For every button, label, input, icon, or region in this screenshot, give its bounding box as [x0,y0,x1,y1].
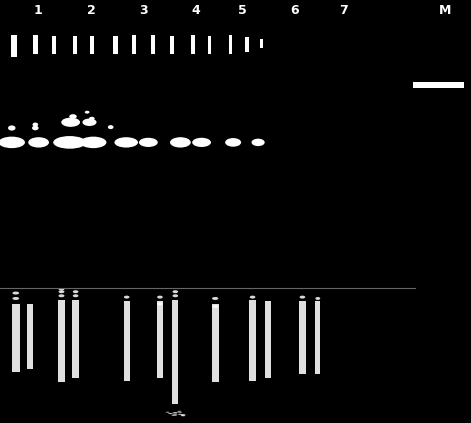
Ellipse shape [8,125,16,131]
Ellipse shape [174,415,177,416]
Ellipse shape [0,137,25,148]
Text: 4: 4 [191,3,200,16]
Ellipse shape [225,138,241,147]
Ellipse shape [32,123,38,126]
Ellipse shape [82,118,97,126]
Bar [89,36,94,53]
Bar [265,301,271,378]
Ellipse shape [212,297,219,300]
Ellipse shape [252,139,265,146]
Bar [33,35,38,54]
Bar [245,37,249,52]
Bar [151,35,155,54]
Text: 3: 3 [139,3,148,16]
Ellipse shape [157,302,163,305]
Bar [27,304,33,369]
Ellipse shape [181,414,186,415]
Ellipse shape [316,297,320,300]
Ellipse shape [178,412,182,413]
Ellipse shape [12,297,19,300]
Ellipse shape [250,296,255,299]
Ellipse shape [58,290,65,293]
Bar [12,304,19,371]
Ellipse shape [172,294,178,297]
Bar [211,304,219,382]
Bar [132,35,137,54]
Text: M: M [439,3,451,16]
Text: 2: 2 [88,3,96,16]
Text: 1: 1 [33,3,42,16]
Ellipse shape [172,414,178,415]
Bar [260,39,263,48]
Ellipse shape [73,290,78,293]
Bar [73,300,79,378]
Text: 5: 5 [238,3,247,16]
Ellipse shape [80,137,106,148]
Ellipse shape [157,296,163,299]
Ellipse shape [168,413,172,414]
Ellipse shape [173,412,178,413]
Ellipse shape [73,294,78,297]
Ellipse shape [58,294,65,297]
Ellipse shape [124,296,130,299]
Ellipse shape [89,117,95,120]
Bar [172,300,179,404]
Ellipse shape [139,138,158,147]
Text: 7: 7 [340,3,348,16]
Bar [52,36,56,53]
Ellipse shape [192,138,211,147]
Ellipse shape [171,415,175,416]
Ellipse shape [166,412,170,413]
Ellipse shape [28,137,49,148]
Ellipse shape [69,114,77,119]
Ellipse shape [172,290,178,293]
Text: 6: 6 [290,3,299,16]
Ellipse shape [114,137,138,148]
Ellipse shape [212,305,219,308]
Bar [123,301,130,381]
Bar [191,35,195,54]
Bar [157,301,163,378]
Ellipse shape [12,291,19,294]
Bar [413,82,464,88]
Ellipse shape [108,125,114,129]
Bar [73,36,77,53]
Bar [170,36,174,53]
Ellipse shape [181,415,185,416]
Ellipse shape [85,111,89,114]
Ellipse shape [58,288,65,291]
Ellipse shape [170,137,191,148]
Ellipse shape [32,126,39,130]
Ellipse shape [61,118,80,127]
Bar [58,300,65,382]
Bar [11,35,17,57]
Bar [299,301,306,374]
Bar [229,35,233,54]
Ellipse shape [177,411,181,412]
Ellipse shape [181,415,186,416]
Bar [113,36,118,53]
Ellipse shape [178,414,182,415]
Ellipse shape [300,296,305,299]
Bar [208,36,211,53]
Ellipse shape [170,413,173,414]
Bar [250,300,256,381]
Bar [315,301,320,374]
Ellipse shape [53,136,86,149]
